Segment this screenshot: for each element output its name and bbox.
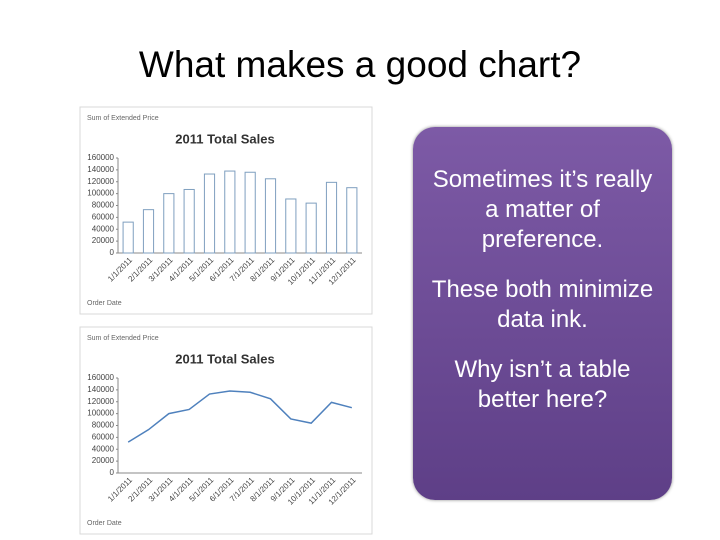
chart-title: 2011 Total Sales — [175, 131, 275, 146]
y-tick-label: 100000 — [87, 409, 114, 418]
slide-title: What makes a good chart? — [138, 44, 582, 85]
bar — [305, 202, 317, 254]
y-tick-label: 20000 — [92, 456, 115, 465]
callout-text: Why isn’t a table better here? — [454, 356, 631, 413]
x-axis-label: Order Date — [87, 300, 122, 307]
bar — [183, 188, 195, 254]
chart: Sum of Extended Price 2011 Total Sales Ord… — [79, 326, 373, 535]
bar — [224, 170, 236, 254]
line-series — [127, 390, 353, 443]
y-tick-label: 60000 — [92, 212, 115, 221]
y-tick-label: 0 — [110, 248, 115, 257]
y-tick-label: 60000 — [92, 432, 115, 441]
bar — [122, 221, 134, 254]
callout-box: Sometimes it’s really a matter of prefer… — [413, 127, 672, 500]
y-tick-label: 140000 — [87, 165, 114, 174]
y-tick-label: 160000 — [87, 153, 114, 162]
y-tick-label: 40000 — [92, 224, 115, 233]
y-tick-label: 20000 — [92, 236, 115, 245]
bar — [142, 209, 155, 254]
value-field-label: Sum of Extended Price — [87, 115, 159, 122]
bar — [203, 173, 216, 254]
y-tick-label: 120000 — [87, 397, 114, 406]
y-tick-label: 40000 — [92, 444, 115, 453]
y-tick-label: 0 — [110, 468, 115, 477]
bar — [285, 198, 297, 254]
bar — [264, 178, 277, 254]
y-tick-label: 140000 — [87, 385, 114, 394]
value-field-label: Sum of Extended Price — [87, 335, 159, 342]
y-tick-label: 80000 — [92, 421, 115, 430]
y-tick-label: 120000 — [87, 177, 114, 186]
callout-text: Sometimes it’s really a matter of prefer… — [432, 166, 653, 253]
chart-frame — [79, 326, 373, 535]
y-tick-label: 80000 — [92, 201, 115, 210]
bar — [325, 181, 338, 254]
x-axis-label: Order Date — [87, 520, 122, 527]
chart: Sum of Extended Price 2011 Total Sales Ord… — [79, 106, 373, 315]
bar — [163, 193, 175, 254]
y-tick-label: 100000 — [87, 189, 114, 198]
chart-title: 2011 Total Sales — [175, 351, 275, 366]
callout-text: These both minimize data ink. — [431, 276, 654, 333]
bar — [244, 171, 256, 254]
bar — [346, 187, 358, 254]
y-tick-label: 160000 — [87, 373, 114, 382]
